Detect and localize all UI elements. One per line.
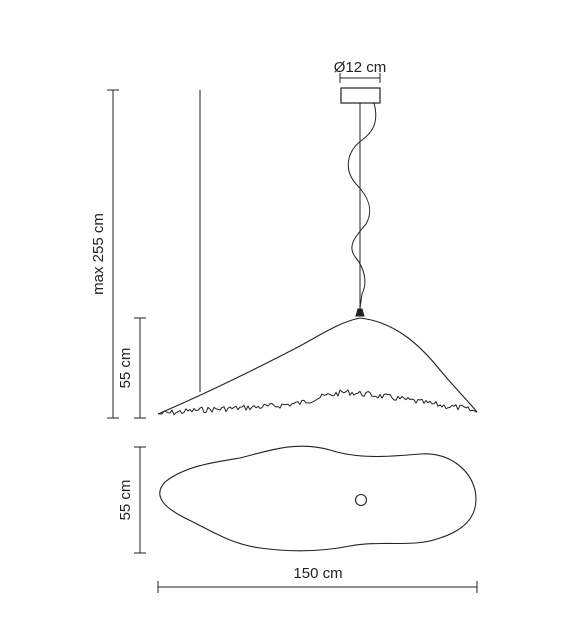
max-height-label: max 255 cm [90,213,107,295]
width-dimension: 150 cm [157,565,478,593]
power-cord [347,102,377,309]
shade-attachment [355,308,365,317]
plan-depth-dimension: 55 cm [117,446,146,554]
shade-side-view [157,317,478,416]
shade-top-outline [157,317,478,415]
shade-plan-outline [159,445,477,552]
canopy-diameter-dimension: Ø12 cm [334,59,387,83]
canopy-diameter-label: Ø12 cm [334,59,387,76]
shade-plan-view [159,445,477,552]
shade-fringe-edge [157,389,477,416]
max-height-dimension: max 255 cm [90,89,119,419]
width-label: 150 cm [293,565,342,582]
plan-depth-label: 55 cm [117,480,134,521]
shade-height-dimension: 55 cm [117,317,146,419]
cable-entry-point [354,493,368,507]
shade-height-label: 55 cm [117,348,134,389]
ceiling-canopy [340,87,381,104]
